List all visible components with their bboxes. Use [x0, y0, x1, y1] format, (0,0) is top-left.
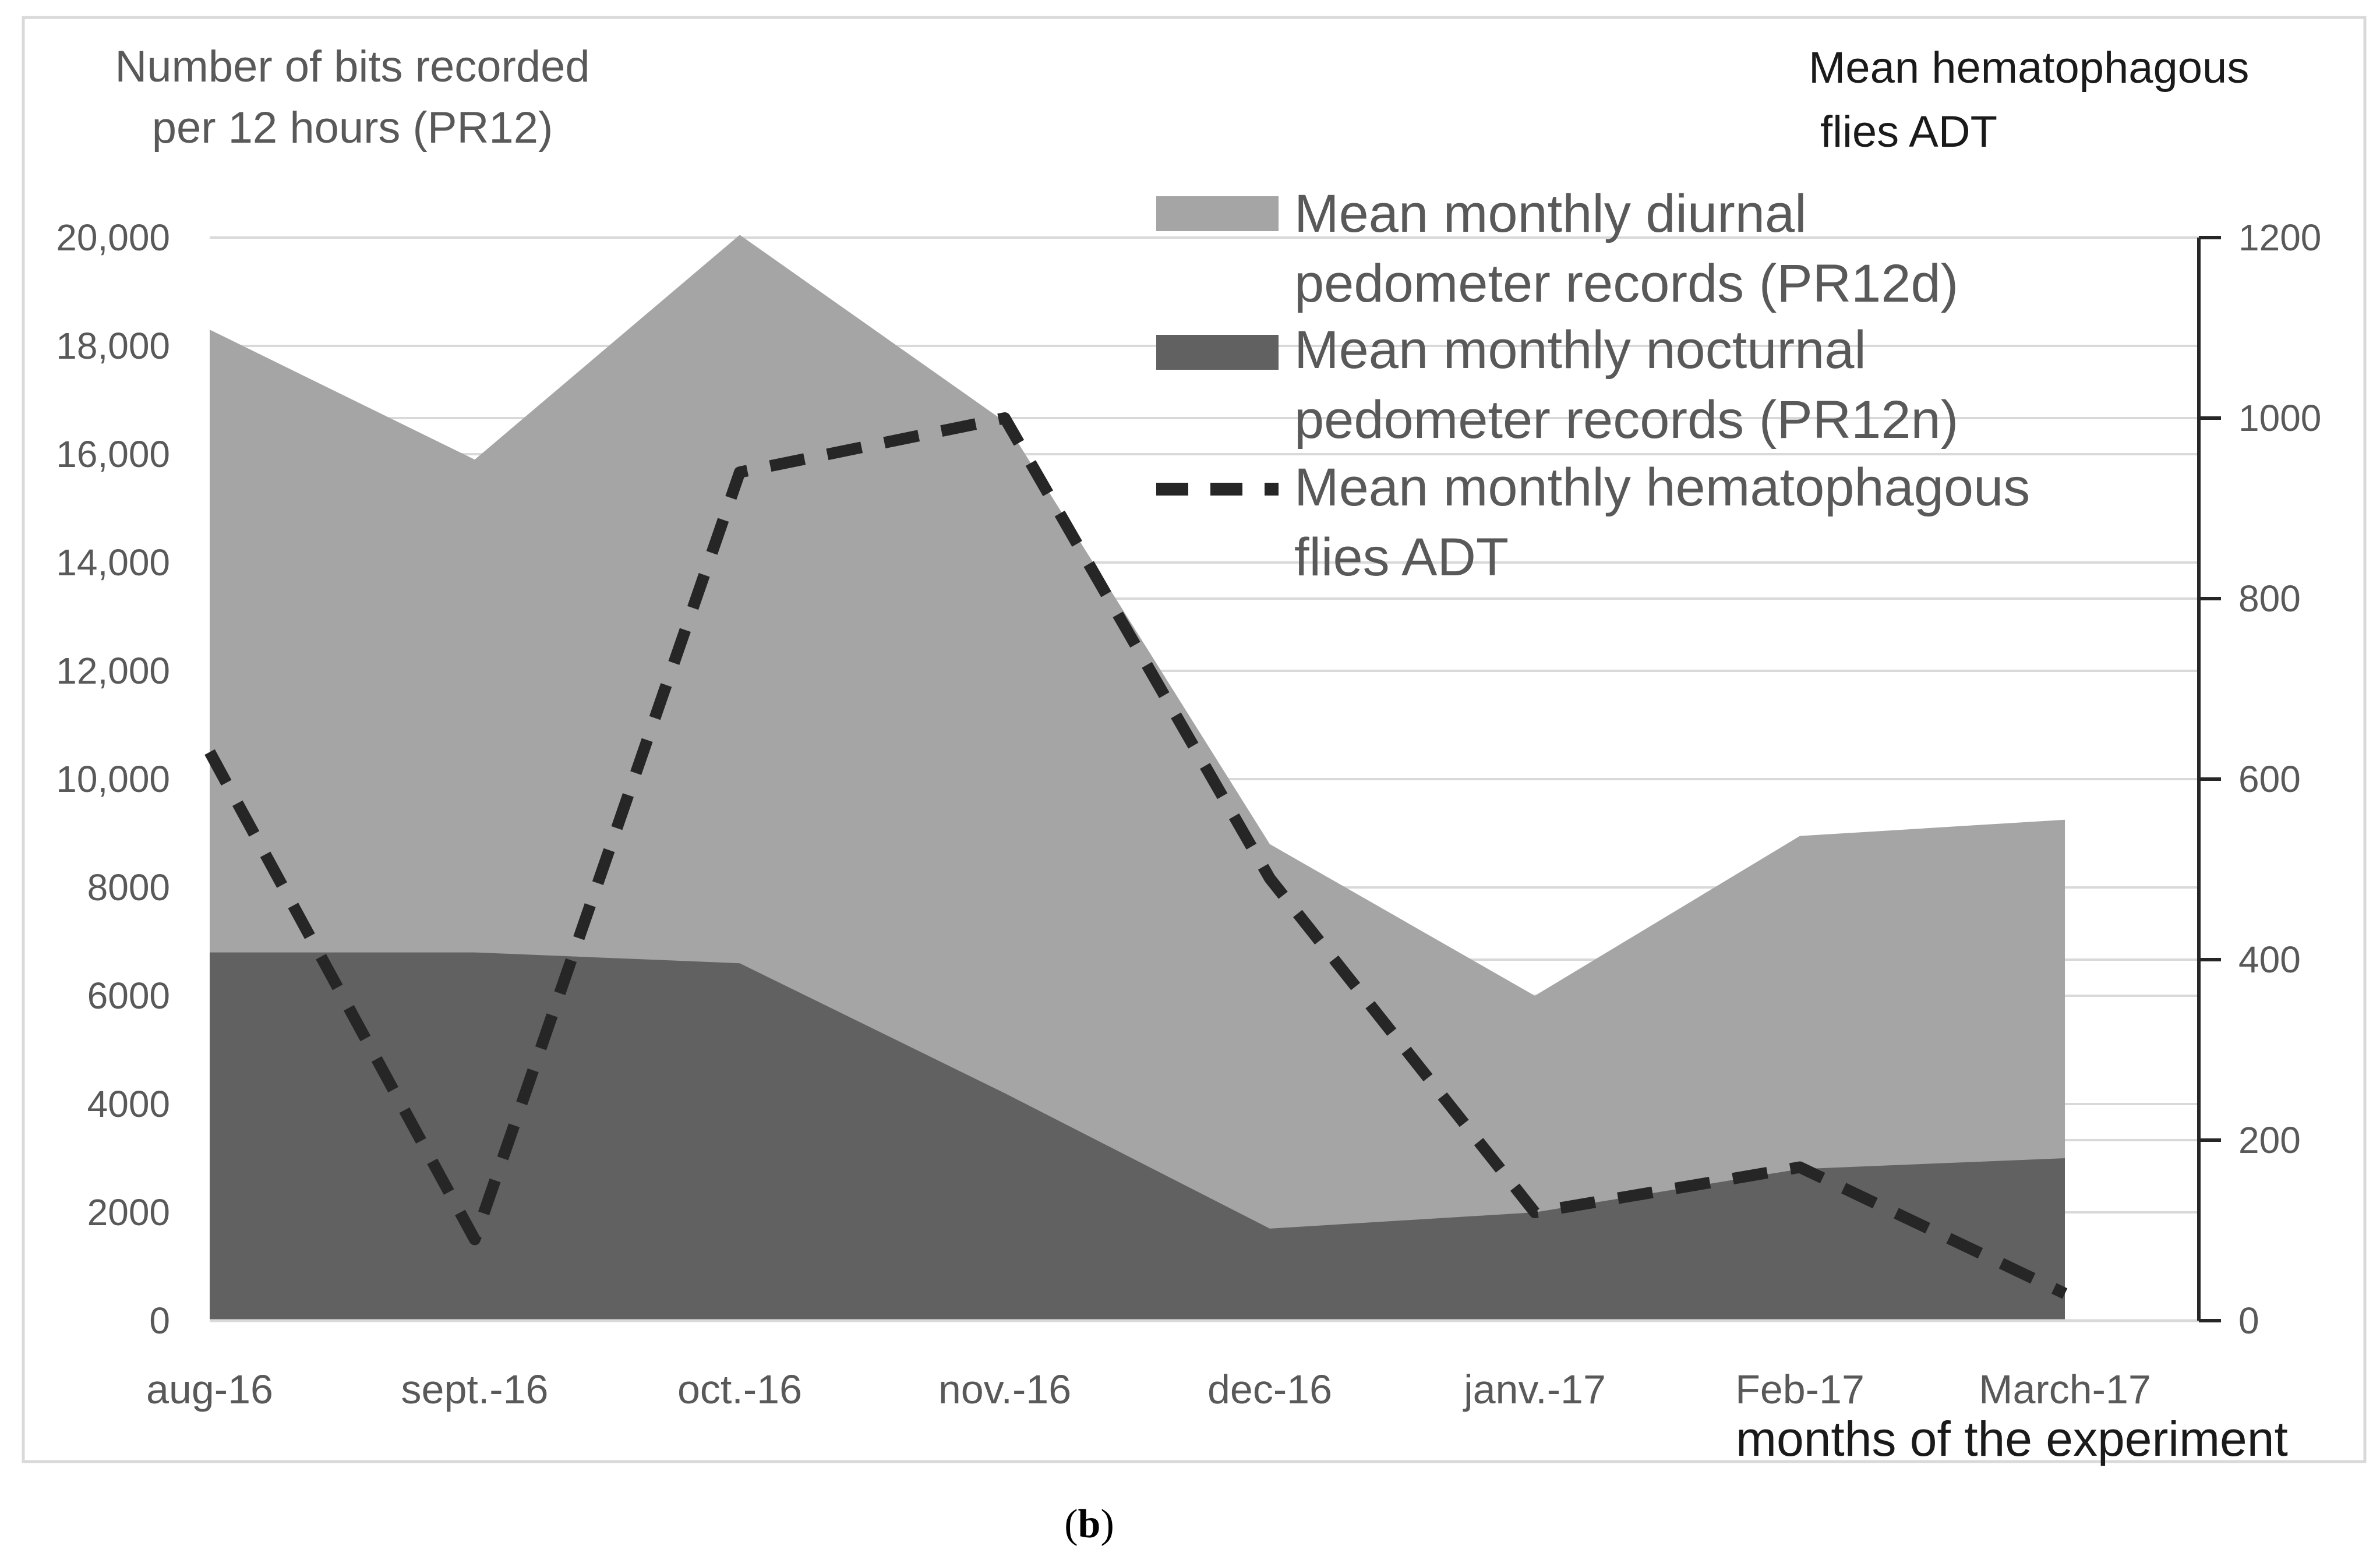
left-tick-label-1: 2000 — [87, 1191, 170, 1233]
x-tick-label-3: nov.-16 — [938, 1367, 1071, 1412]
figure-caption: (b) — [1064, 1502, 1114, 1547]
left-tick-label-7: 14,000 — [56, 542, 170, 583]
chart-frame — [22, 16, 2367, 1463]
left-tick-label-4: 8000 — [87, 866, 170, 908]
axes — [210, 236, 2221, 1322]
left-tick-label-5: 10,000 — [56, 758, 170, 800]
left-axis-title-line-1: Number of bits recorded — [115, 42, 589, 91]
x-tick-label-2: oct.-16 — [677, 1367, 802, 1412]
left-tick-label-3: 6000 — [87, 975, 170, 1017]
legend: Mean monthly diurnal pedometer records (… — [1156, 184, 2030, 587]
right-axis-ticks: 0 200 400 600 800 1000 1200 — [2238, 217, 2321, 1342]
right-tick-label-0: 0 — [2238, 1300, 2259, 1342]
area-series-1 — [210, 952, 2065, 1321]
line-series — [204, 412, 2068, 1299]
x-axis-title: months of the experiment — [1736, 1412, 2288, 1466]
x-tick-label-1: sept.-16 — [401, 1367, 549, 1412]
right-tick-label-3: 600 — [2238, 758, 2301, 800]
right-tick-label-2: 400 — [2238, 939, 2301, 981]
left-tick-label-6: 12,000 — [56, 650, 170, 692]
right-tick-label-1: 200 — [2238, 1119, 2301, 1161]
x-tick-label-6: Feb-17 — [1735, 1367, 1865, 1412]
x-tick-label-0: aug-16 — [146, 1367, 273, 1412]
legend-diurnal-line-1: Mean monthly diurnal — [1294, 184, 1807, 243]
left-axis-title-line-2: per 12 hours (PR12) — [152, 103, 553, 153]
left-tick-label-0: 0 — [149, 1300, 170, 1342]
caption-close-paren: ) — [1100, 1502, 1114, 1547]
line-series-2 — [204, 412, 2068, 1299]
caption-letter: b — [1078, 1502, 1101, 1547]
left-tick-label-9: 18,000 — [56, 325, 170, 367]
left-axis-ticks: 0 2000 4000 6000 8000 10,000 12,000 14,000 16,00… — [56, 217, 170, 1342]
x-tick-label-5: janv.-17 — [1463, 1367, 1606, 1412]
left-tick-label-8: 16,000 — [56, 433, 170, 475]
right-tick-label-6: 1200 — [2238, 217, 2321, 259]
area-series — [210, 235, 2065, 1321]
legend-nocturnal-line-2: pedometer records (PR12n) — [1294, 390, 1958, 450]
legend-flies-line-2: flies ADT — [1294, 528, 1509, 587]
x-tick-label-4: dec-16 — [1207, 1367, 1332, 1412]
legend-swatch-nocturnal — [1156, 335, 1279, 370]
legend-diurnal-line-2: pedometer records (PR12d) — [1294, 254, 1958, 313]
caption-open-paren: ( — [1064, 1502, 1078, 1547]
left-tick-label-2: 4000 — [87, 1083, 170, 1125]
left-tick-label-10: 20,000 — [56, 217, 170, 259]
legend-flies-line-1: Mean monthly hematophagous — [1294, 458, 2030, 517]
x-tick-label-7: March-17 — [1979, 1367, 2151, 1412]
legend-nocturnal-line-1: Mean monthly nocturnal — [1294, 320, 1866, 380]
legend-swatch-diurnal — [1156, 196, 1279, 231]
right-tick-label-5: 1000 — [2238, 397, 2321, 439]
right-tick-label-4: 800 — [2238, 578, 2301, 620]
right-axis-title-line-2: flies ADT — [1820, 107, 1997, 157]
x-axis-ticks: aug-16 sept.-16 oct.-16 nov.-16 dec-16 janv.-… — [146, 1367, 2151, 1412]
right-axis-title-line-1: Mean hematophagous — [1809, 43, 2249, 93]
